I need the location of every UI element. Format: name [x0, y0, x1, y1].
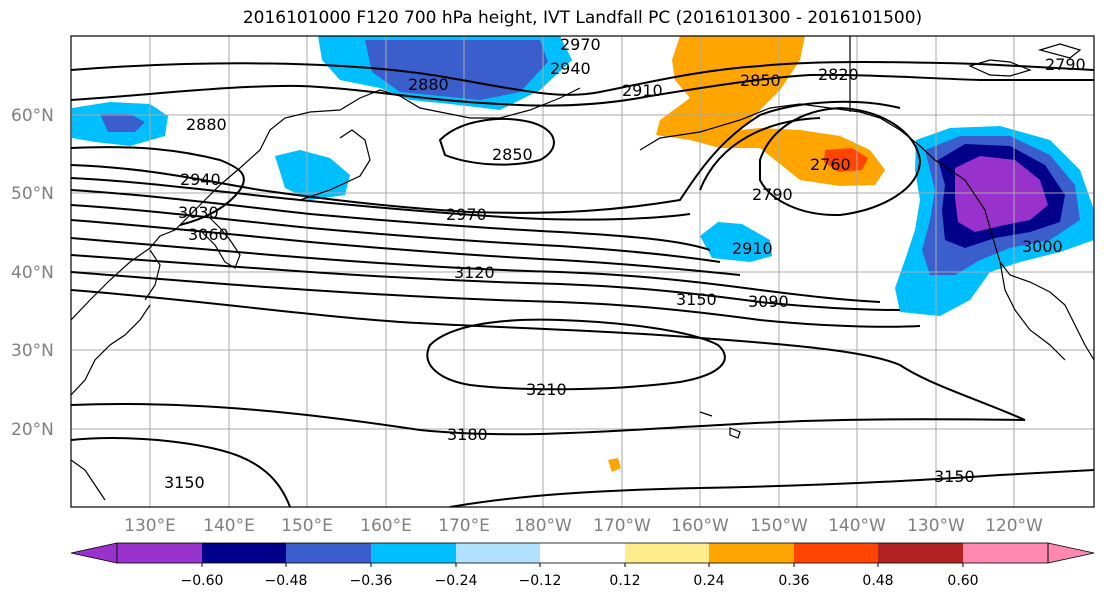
colorbar-segment	[371, 543, 456, 563]
contour-label: 3060	[188, 225, 229, 244]
colorbar-segment	[540, 543, 625, 563]
lat-label: 50°N	[11, 184, 54, 204]
longitude-labels: 130°E 140°E 150°E 160°E 170°E 180°W 170°…	[124, 516, 1043, 536]
contour-label: 3180	[447, 425, 488, 444]
contour-label: 2850	[492, 145, 533, 164]
contour-label: 3150	[934, 467, 975, 486]
latitude-labels: 60°N 50°N 40°N 30°N 20°N	[11, 106, 54, 440]
colorbar-tick-label: −0.60	[181, 573, 224, 589]
colorbar-under-triangle	[70, 542, 118, 564]
lon-label: 140°W	[828, 516, 886, 536]
contour-label: 2760	[810, 155, 851, 174]
lon-label: 130°W	[907, 516, 965, 536]
colorbar-segment	[709, 543, 794, 563]
colorbar-segment	[625, 543, 709, 563]
contour-label: 3090	[748, 292, 789, 311]
contour-label: 3210	[526, 380, 567, 399]
ivt-negative-region	[275, 150, 350, 200]
ivt-negative-region	[955, 156, 1048, 232]
contour-label: 3150	[164, 473, 205, 492]
colorbar-tick-label: −0.48	[265, 573, 308, 589]
colorbar-segment	[202, 543, 286, 563]
colorbar-segment	[963, 543, 1048, 563]
contour-label: 2940	[550, 59, 591, 78]
lon-label: 180°W	[514, 516, 572, 536]
lon-label: 140°E	[203, 516, 255, 536]
contour-label: 2790	[1045, 55, 1086, 74]
lat-label: 40°N	[11, 263, 54, 283]
coastlines	[71, 36, 1094, 501]
colorbar-segment	[794, 543, 878, 563]
contour-label: 2970	[560, 35, 601, 54]
contour-label: 3120	[454, 263, 495, 282]
colorbar-tick-label: −0.12	[519, 573, 562, 589]
contour-label: 3030	[178, 203, 219, 222]
contour-label: 2910	[622, 81, 663, 100]
contour-label: 2880	[186, 115, 227, 134]
lat-label: 20°N	[11, 420, 54, 440]
lon-label: 130°E	[124, 516, 176, 536]
lon-label: 170°W	[593, 516, 651, 536]
lon-label: 160°W	[671, 516, 729, 536]
contour-label: 3000	[1022, 237, 1063, 256]
colorbar-over-triangle	[1047, 542, 1095, 564]
colorbar-segment	[117, 543, 202, 563]
colorbar-segment	[286, 543, 371, 563]
ivt-negative-region	[100, 114, 145, 132]
colorbar-tick-label: 0.48	[862, 573, 893, 589]
lon-label: 150°W	[750, 516, 808, 536]
colorbar-tick-label: 0.12	[609, 573, 640, 589]
map-frame	[70, 35, 1095, 508]
ivt-shading	[72, 36, 1094, 472]
lat-label: 30°N	[11, 341, 54, 361]
contour-labels: 2970 2940 2910 2850 2820 2790 2880 2880 …	[164, 35, 1086, 492]
contour-label: 2970	[446, 205, 487, 224]
colorbar-segment	[878, 543, 963, 563]
ivt-positive-region	[656, 36, 885, 186]
height-contours	[71, 61, 1094, 507]
contour-label: 2910	[732, 239, 773, 258]
ivt-negative-region	[700, 222, 772, 262]
colorbar: −0.60 −0.48 −0.36 −0.24 −0.12 0.12 0.24 …	[70, 542, 1095, 589]
contour-label: 2790	[752, 185, 793, 204]
colorbar-tick-label: −0.36	[350, 573, 393, 589]
lat-label: 60°N	[11, 106, 54, 126]
colorbar-tick-label: 0.36	[778, 573, 809, 589]
ivt-positive-region	[608, 458, 621, 472]
lon-label: 150°E	[281, 516, 333, 536]
contour-label: 2880	[408, 75, 449, 94]
lon-label: 170°E	[438, 516, 490, 536]
colorbar-tick-label: 0.24	[693, 573, 724, 589]
contour-label: 2940	[180, 170, 221, 189]
colorbar-tick-label: 0.60	[947, 573, 978, 589]
lon-label: 120°W	[985, 516, 1043, 536]
contour-label: 3150	[676, 290, 717, 309]
lon-label: 160°E	[360, 516, 412, 536]
colorbar-tick-label: −0.24	[435, 573, 478, 589]
ivt-negative-region	[365, 40, 548, 100]
contour-label: 2820	[818, 65, 859, 84]
contour-label: 2850	[740, 71, 781, 90]
map-title: 2016101000 F120 700 hPa height, IVT Land…	[242, 8, 923, 28]
map-area: 2970 2940 2910 2850 2820 2790 2880 2880 …	[71, 35, 1094, 507]
colorbar-segment	[456, 543, 540, 563]
